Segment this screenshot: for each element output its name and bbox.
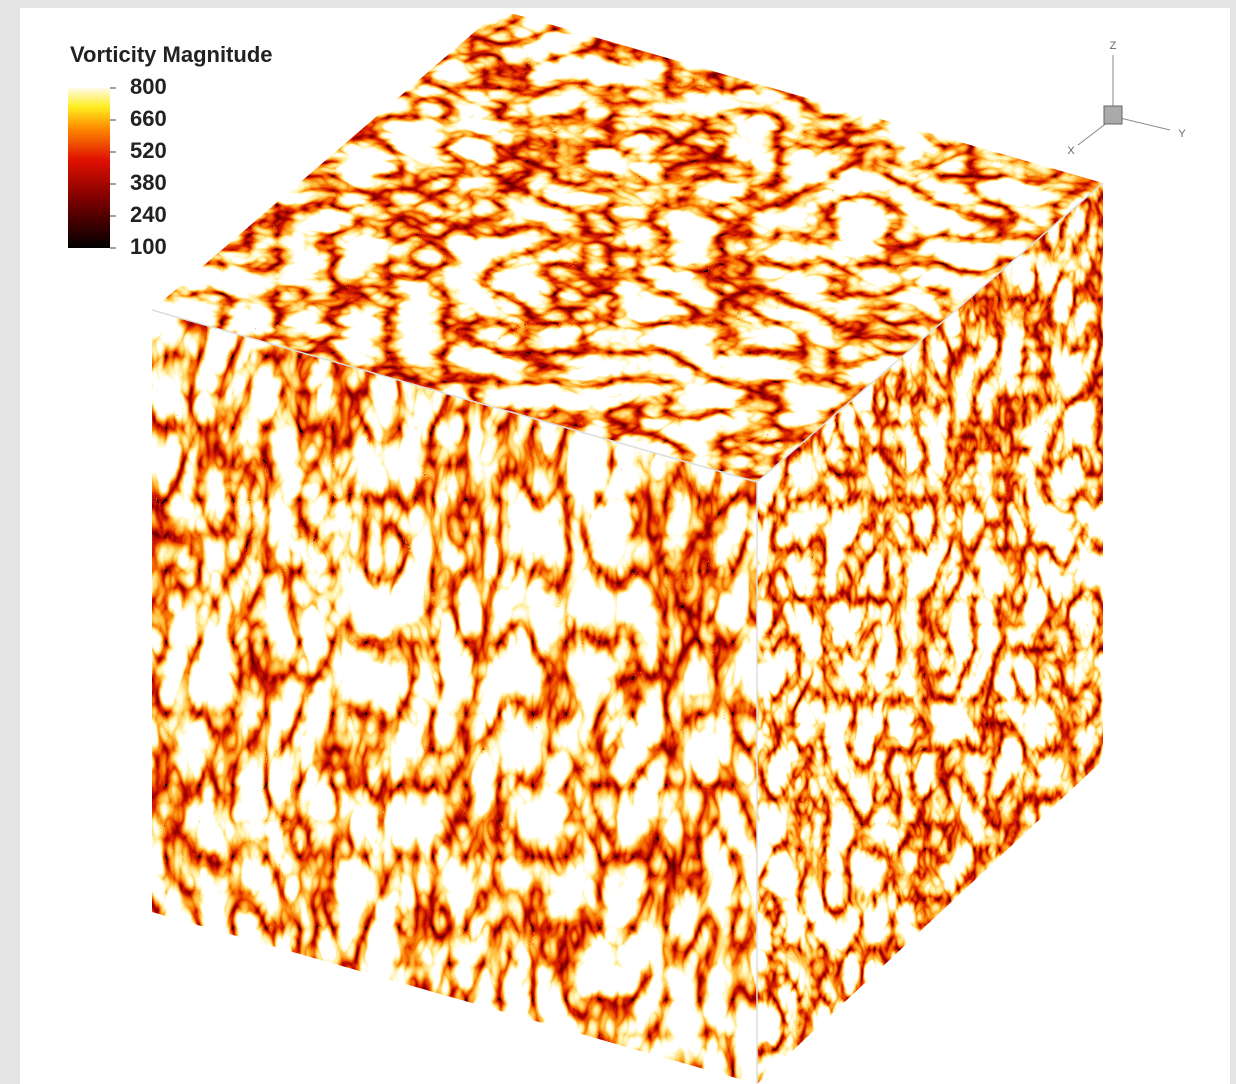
- page: Vorticity Magnitude 800 660 520 380 240 100 Z…: [0, 0, 1236, 1084]
- colorbar-tick-label: 520: [130, 138, 167, 163]
- figure: Vorticity Magnitude 800 660 520 380 240 100 Z…: [0, 0, 1236, 1084]
- colorbar: [68, 88, 110, 248]
- legend-title: Vorticity Magnitude: [70, 42, 273, 67]
- triad-cube: [1104, 106, 1122, 124]
- colorbar-tick-label: 660: [130, 106, 167, 131]
- z-axis-label: Z: [1110, 40, 1117, 52]
- colorbar-tick-label: 800: [130, 74, 167, 99]
- colorbar-tick-label: 240: [130, 202, 167, 227]
- colorbar-tick-label: 100: [130, 234, 167, 259]
- x-axis-label: X: [1067, 145, 1075, 157]
- y-axis-label: Y: [1178, 128, 1186, 140]
- colorbar-tick-label: 380: [130, 170, 167, 195]
